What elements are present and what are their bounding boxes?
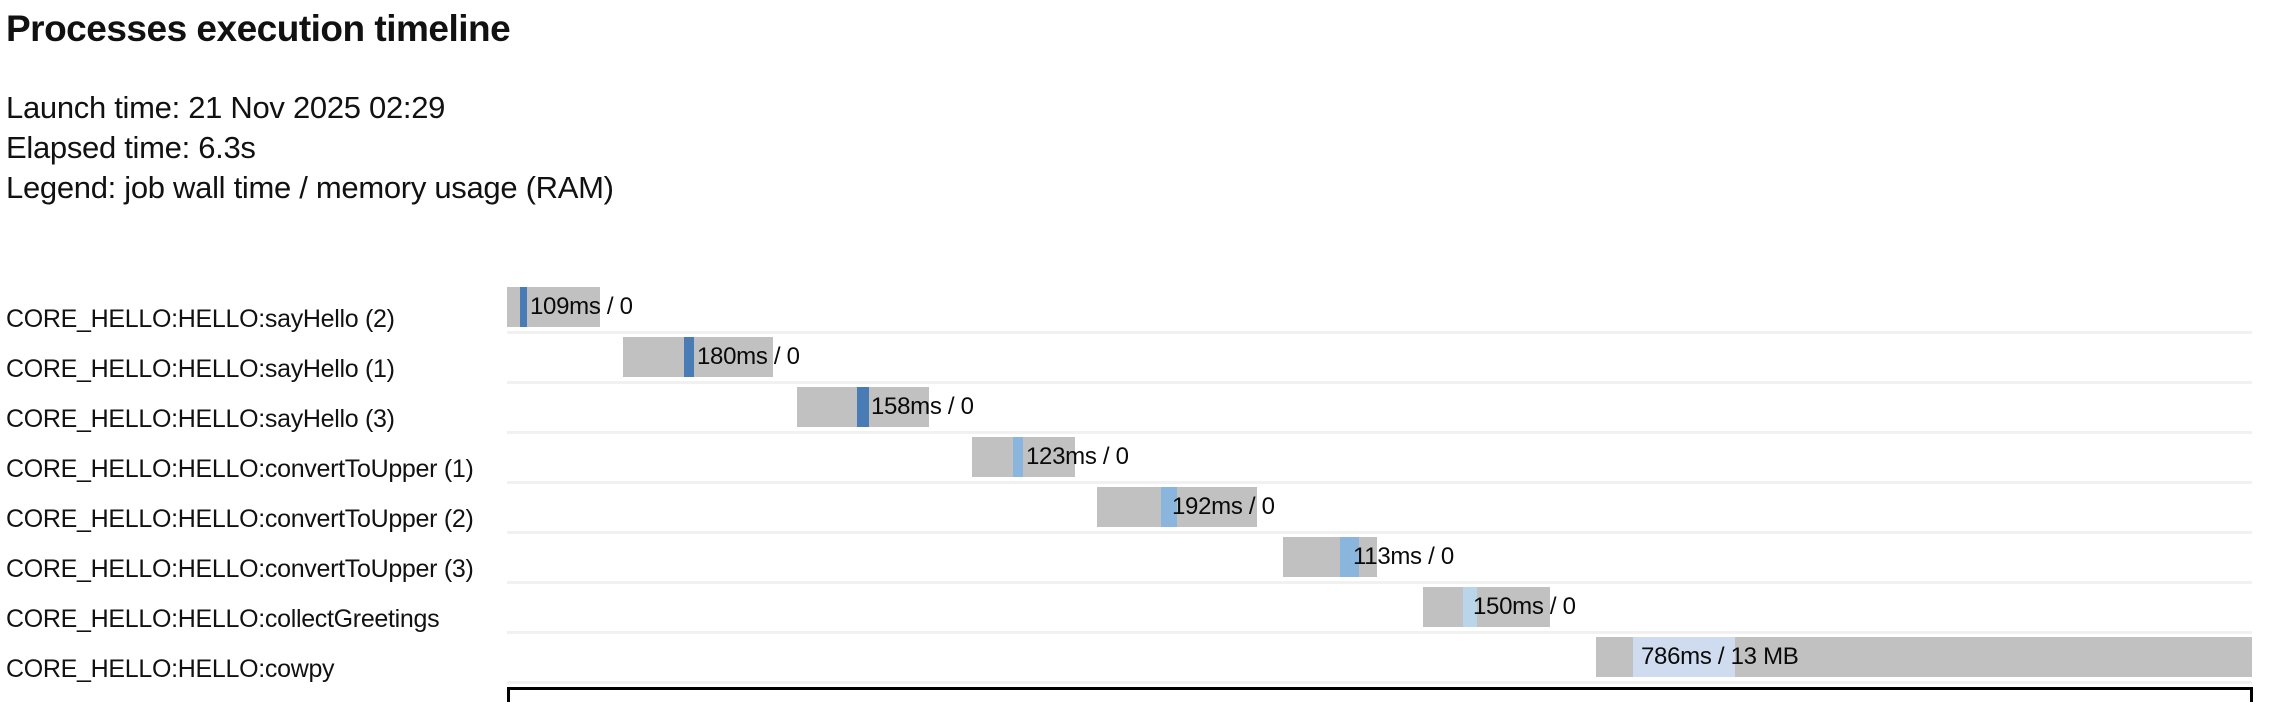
row-divider [507, 631, 2252, 634]
row-divider [507, 331, 2252, 334]
row-divider [507, 581, 2252, 584]
task-value-label: 113ms / 0 [1353, 543, 1454, 570]
task-value-label: 192ms / 0 [1172, 493, 1275, 520]
row-divider [507, 381, 2252, 384]
task-bar [972, 437, 1075, 477]
page-title: Processes execution timeline [6, 8, 511, 49]
process-label: CORE_HELLO:HELLO:sayHello (2) [6, 305, 395, 333]
process-label: CORE_HELLO:HELLO:sayHello (1) [6, 355, 395, 383]
task-bar [797, 387, 929, 427]
process-label: CORE_HELLO:HELLO:cowpy [6, 655, 335, 683]
task-realtime-stripe [1633, 637, 1735, 677]
task-bar [1423, 587, 1550, 627]
report-meta: Launch time: 21 Nov 2025 02:29 Elapsed t… [6, 88, 614, 208]
task-bar [1596, 637, 2252, 677]
launch-time-text: Launch time: 21 Nov 2025 02:29 [6, 90, 446, 125]
task-realtime-stripe [684, 337, 694, 377]
task-bar [507, 287, 600, 327]
process-label: CORE_HELLO:HELLO:sayHello (3) [6, 405, 395, 433]
task-value-label: 786ms / 13 MB [1641, 643, 1799, 670]
elapsed-time-text: Elapsed time: 6.3s [6, 130, 256, 165]
task-bar [1283, 537, 1377, 577]
x-axis-domain-line [507, 687, 2253, 702]
process-label: CORE_HELLO:HELLO:convertToUpper (1) [6, 455, 474, 483]
process-label: CORE_HELLO:HELLO:convertToUpper (3) [6, 555, 474, 583]
process-label: CORE_HELLO:HELLO:convertToUpper (2) [6, 505, 474, 533]
task-bar [623, 337, 773, 377]
row-divider [507, 431, 2252, 434]
task-value-label: 180ms / 0 [697, 343, 800, 370]
row-divider [507, 531, 2252, 534]
legend-text: Legend: job wall time / memory usage (RA… [6, 170, 614, 205]
task-value-label: 109ms / 0 [530, 293, 633, 320]
task-value-label: 158ms / 0 [871, 393, 974, 420]
task-realtime-stripe [1463, 587, 1477, 627]
task-realtime-stripe [1340, 537, 1359, 577]
row-divider [507, 481, 2252, 484]
task-realtime-stripe [857, 387, 869, 427]
task-realtime-stripe [1161, 487, 1177, 527]
task-bar [1097, 487, 1257, 527]
row-divider [507, 681, 2252, 684]
task-realtime-stripe [520, 287, 527, 327]
process-label: CORE_HELLO:HELLO:collectGreetings [6, 605, 440, 633]
task-realtime-stripe [1013, 437, 1023, 477]
task-value-label: 150ms / 0 [1473, 593, 1576, 620]
task-value-label: 123ms / 0 [1026, 443, 1129, 470]
